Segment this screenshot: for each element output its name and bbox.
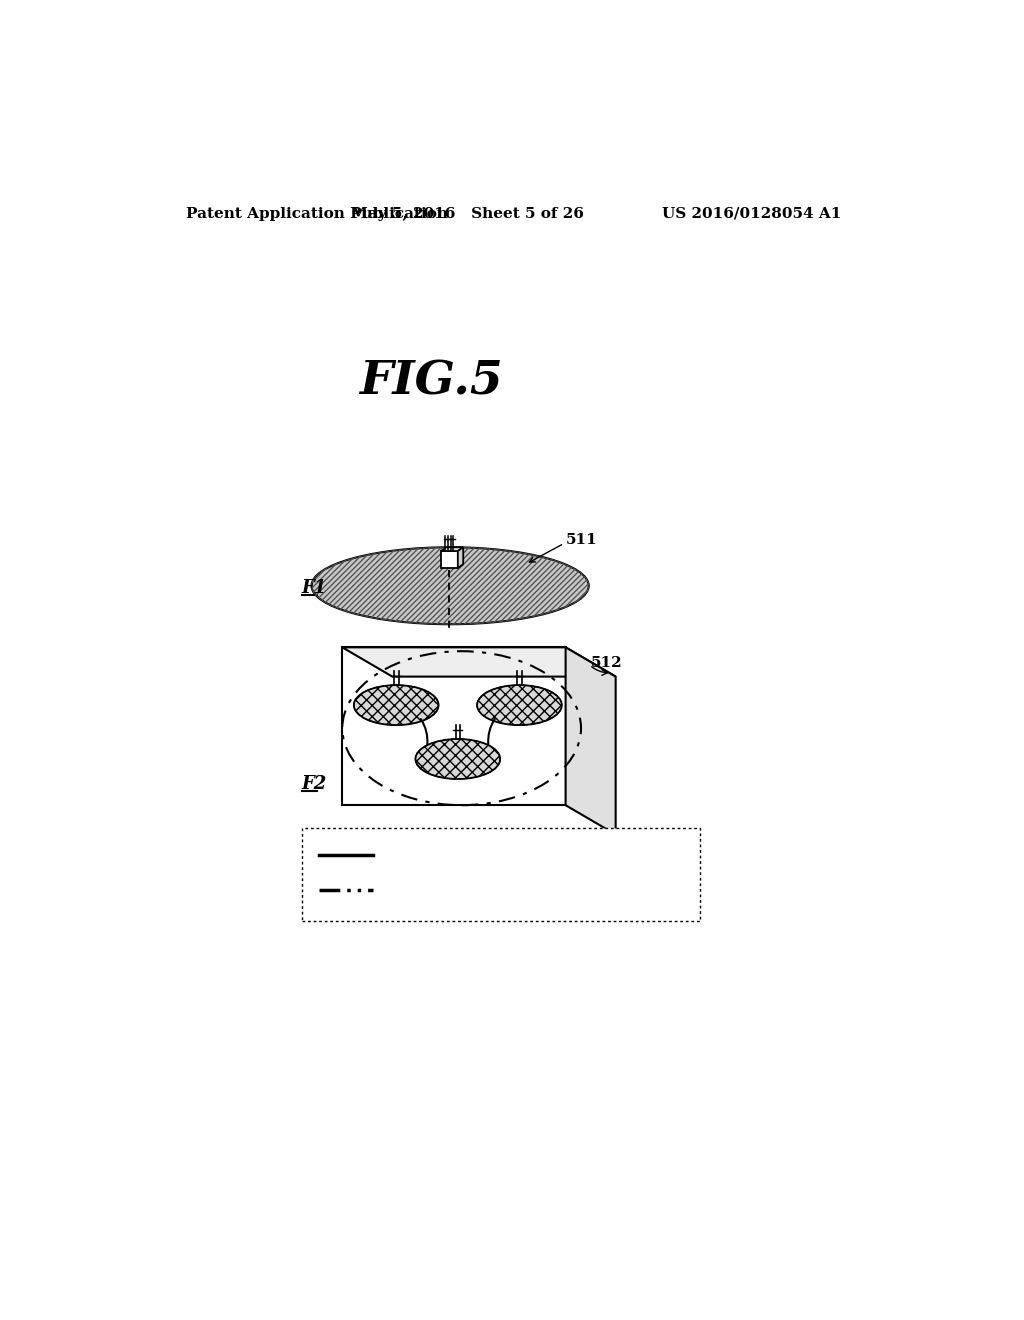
Bar bbox=[342, 647, 565, 805]
Text: CELLS & MACRO CELL: CELLS & MACRO CELL bbox=[385, 894, 583, 908]
Text: BACKHAUL LINK BETWEEN SMALL: BACKHAUL LINK BETWEEN SMALL bbox=[385, 876, 697, 891]
Polygon shape bbox=[441, 548, 463, 552]
Polygon shape bbox=[565, 647, 615, 834]
Ellipse shape bbox=[354, 685, 438, 725]
Bar bbox=[441, 552, 458, 568]
Bar bbox=[301, 829, 700, 921]
Polygon shape bbox=[458, 548, 463, 568]
Text: F1: F1 bbox=[301, 579, 327, 597]
Text: BACKHAUL LINK WITHIN CLUSTER: BACKHAUL LINK WITHIN CLUSTER bbox=[385, 849, 698, 862]
Ellipse shape bbox=[311, 548, 589, 624]
Text: FIG.5: FIG.5 bbox=[359, 359, 503, 405]
Ellipse shape bbox=[477, 685, 562, 725]
Text: May 5, 2016   Sheet 5 of 26: May 5, 2016 Sheet 5 of 26 bbox=[350, 207, 584, 220]
Text: Patent Application Publication: Patent Application Publication bbox=[186, 207, 449, 220]
Text: 511: 511 bbox=[565, 533, 597, 548]
Ellipse shape bbox=[416, 739, 500, 779]
Text: US 2016/0128054 A1: US 2016/0128054 A1 bbox=[662, 207, 842, 220]
Text: 512: 512 bbox=[591, 656, 623, 669]
Text: F2: F2 bbox=[301, 775, 327, 792]
Polygon shape bbox=[342, 647, 615, 677]
